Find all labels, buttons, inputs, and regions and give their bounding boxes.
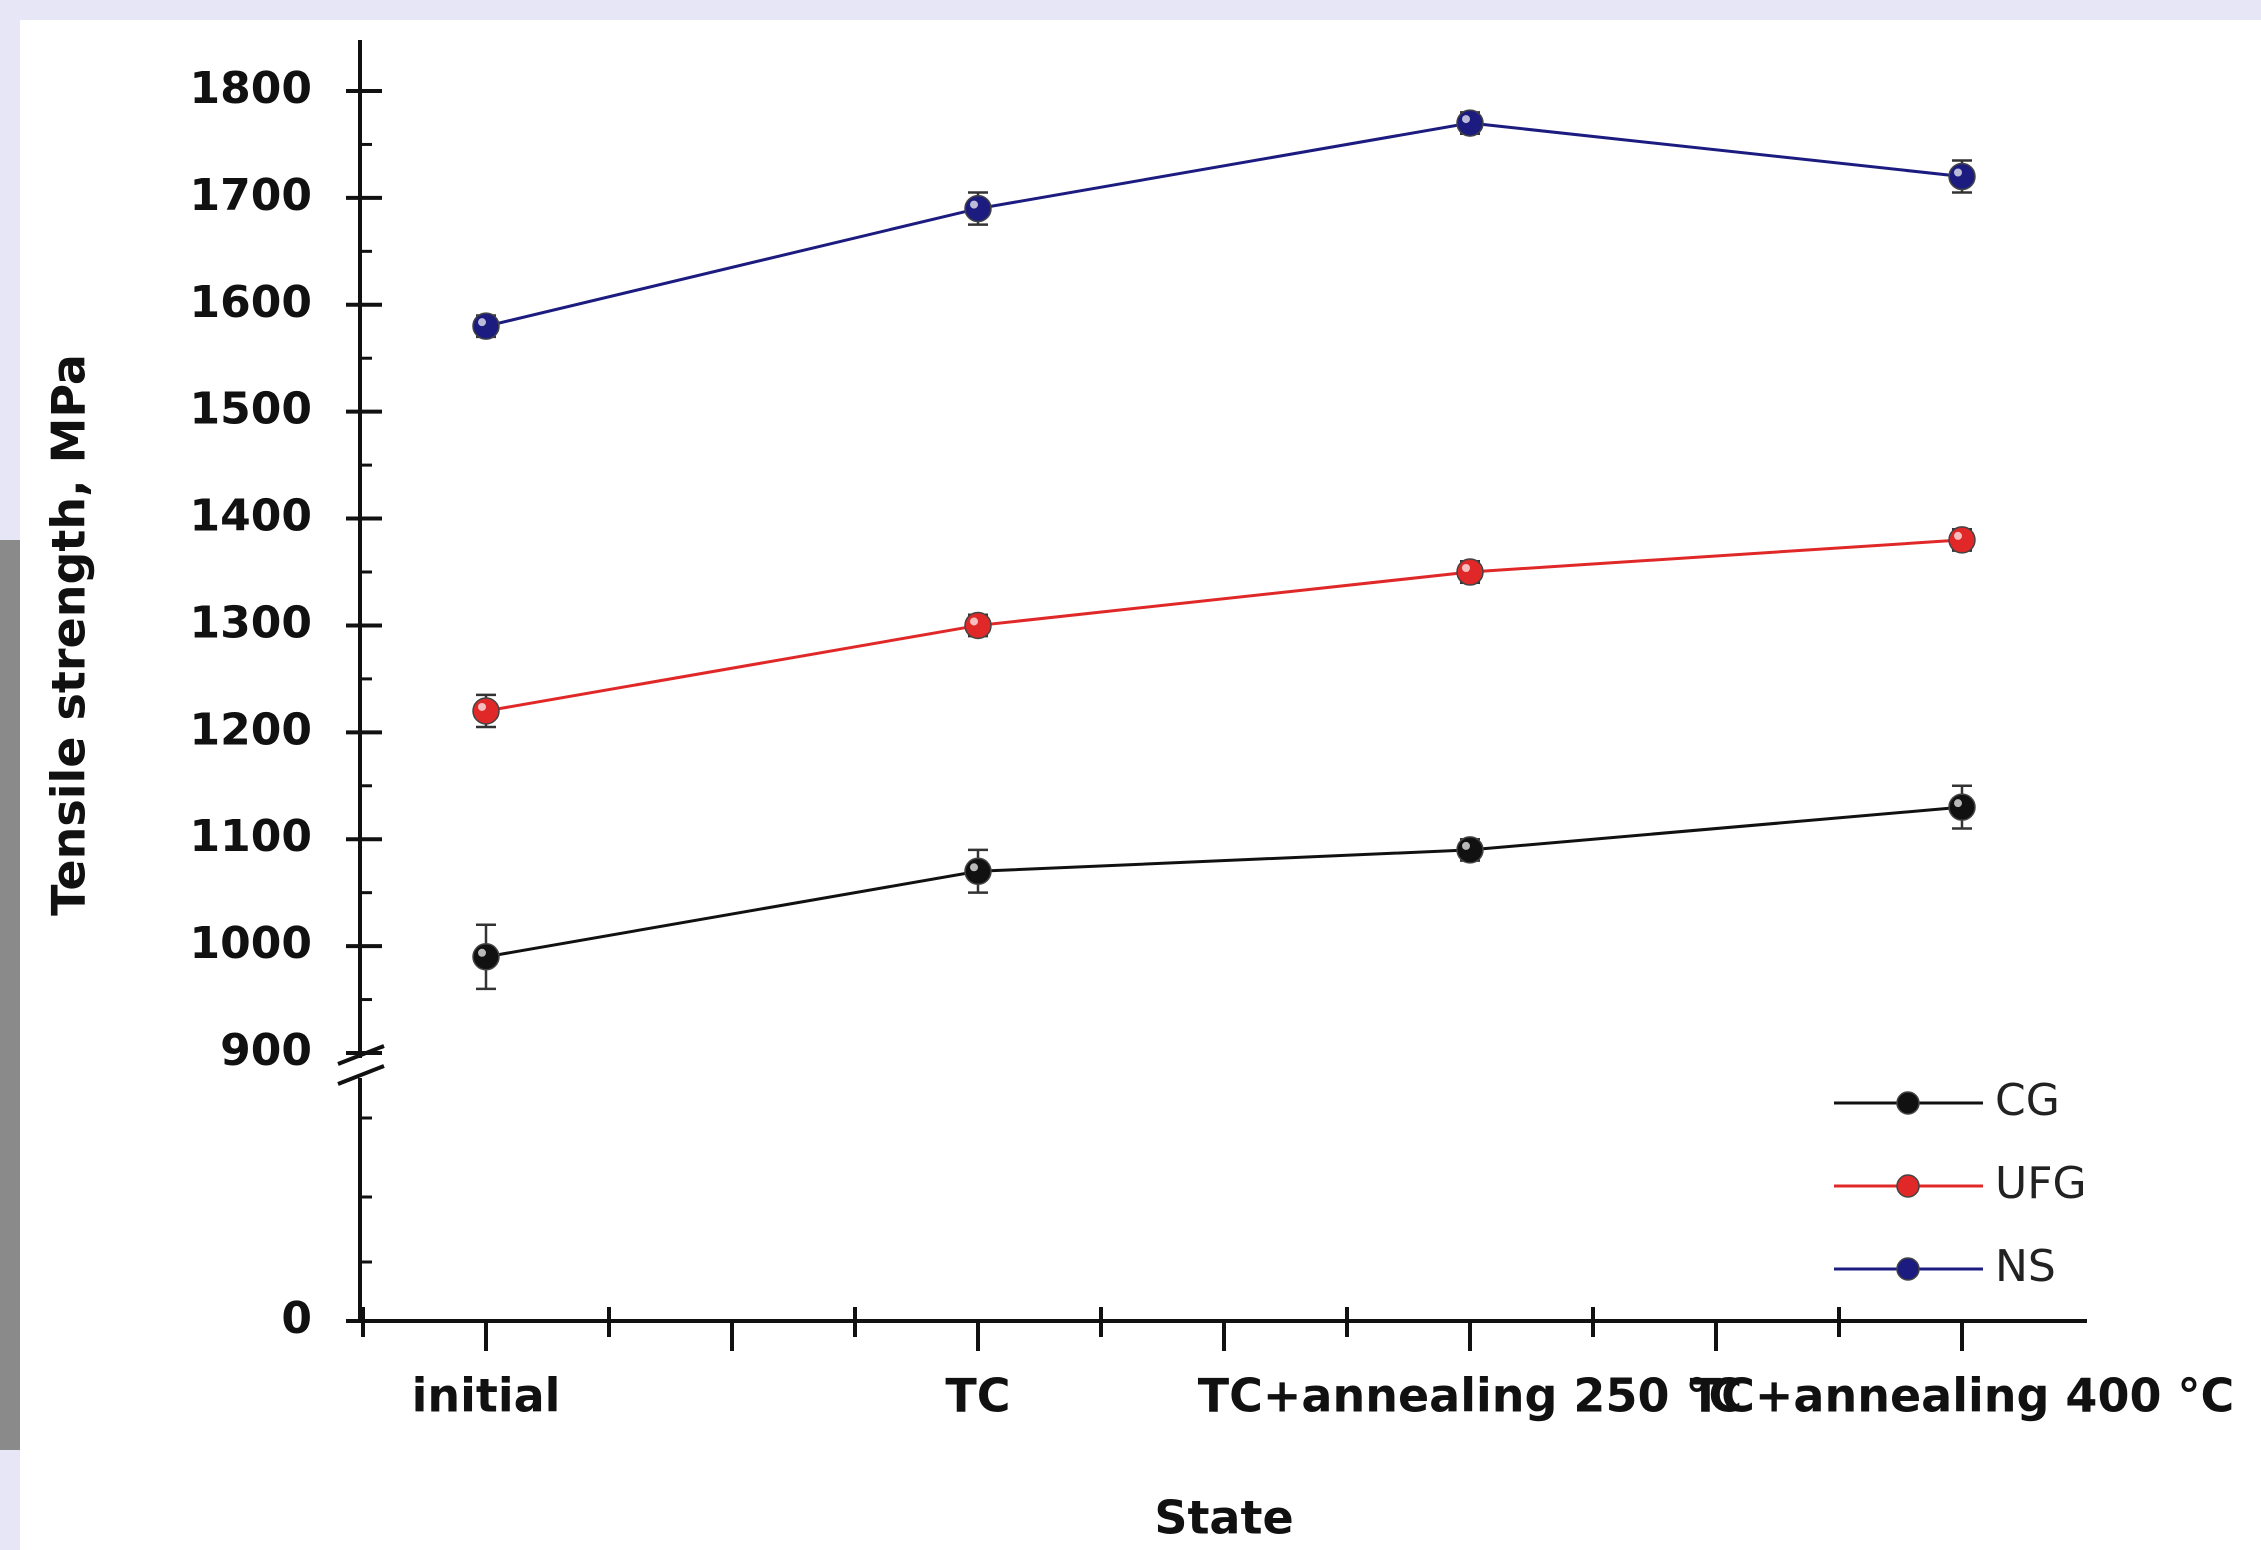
marker <box>1948 526 1976 554</box>
side-image-strip <box>0 540 20 1450</box>
axis-break <box>337 1064 385 1086</box>
legend-marker <box>1896 1091 1920 1115</box>
marker <box>472 943 500 971</box>
legend-label: CG <box>1995 1075 2060 1126</box>
marker-highlight <box>478 702 486 711</box>
marker <box>1948 793 1976 821</box>
marker-highlight <box>970 617 978 626</box>
marker <box>1456 836 1484 864</box>
y-tick-label: 1100 <box>190 811 312 862</box>
marker-highlight <box>478 318 486 327</box>
marker <box>1456 558 1484 586</box>
marker-highlight <box>1462 841 1470 850</box>
marker <box>964 857 992 886</box>
marker <box>964 194 992 223</box>
series-line <box>485 121 1963 328</box>
marker <box>472 312 500 340</box>
x-tick-label: TC <box>945 1369 1010 1423</box>
marker <box>1456 109 1484 137</box>
x-tick-label: TC+annealing 400 °C <box>1690 1369 2234 1423</box>
marker-highlight <box>970 863 978 872</box>
y-tick-label: 1500 <box>190 384 312 435</box>
legend-marker <box>1896 1174 1920 1198</box>
series-line <box>485 805 1963 959</box>
marker-highlight <box>1954 799 1962 808</box>
series-line <box>485 538 1963 713</box>
legend-label: NS <box>1995 1241 2056 1292</box>
marker-highlight <box>970 200 978 209</box>
x-axis-title: State <box>1154 1491 1293 1545</box>
y-tick-label: 1700 <box>190 170 312 221</box>
y-tick-label: 1600 <box>190 277 312 328</box>
y-tick-label: 1400 <box>190 491 312 542</box>
marker <box>1948 162 1976 191</box>
marker-highlight <box>1954 168 1962 177</box>
x-tick-label: TC+annealing 250 °C <box>1198 1369 1742 1423</box>
marker <box>964 611 992 640</box>
marker-highlight <box>1462 115 1470 124</box>
y-tick-label: 1000 <box>190 918 312 969</box>
marker-highlight <box>1954 531 1962 540</box>
legend-label: UFG <box>1995 1158 2087 1209</box>
marker-highlight <box>1462 564 1470 572</box>
legend-marker <box>1896 1257 1920 1281</box>
x-tick-label: initial <box>412 1369 561 1423</box>
plot-panel <box>20 20 2261 1550</box>
y-tick-label: 900 <box>220 1025 312 1076</box>
y-tick-label: 1300 <box>190 597 312 648</box>
marker <box>472 697 500 725</box>
y-tick-label: 1800 <box>190 63 312 114</box>
y-tick-label: 0 <box>281 1293 312 1344</box>
y-axis-title: Tensile strength, MPa <box>42 354 96 916</box>
marker-highlight <box>478 948 486 957</box>
y-tick-label: 1200 <box>190 704 312 755</box>
